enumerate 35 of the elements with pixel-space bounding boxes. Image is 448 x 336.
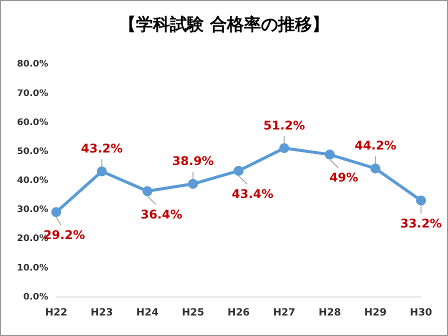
x-tick-label: H23 bbox=[90, 308, 113, 319]
point bbox=[234, 166, 244, 176]
x-tick-label: H29 bbox=[364, 308, 387, 319]
data-label: 49% bbox=[329, 170, 358, 185]
y-tick-label: 0.0% bbox=[23, 292, 48, 302]
x-tick-label: H28 bbox=[318, 308, 341, 319]
chart-title: 【学科試験 合格率の推移】 bbox=[118, 14, 330, 36]
y-tick-label: 70.0% bbox=[16, 88, 48, 99]
point bbox=[142, 186, 152, 196]
point bbox=[370, 163, 380, 174]
point bbox=[51, 207, 62, 218]
y-tick-label: 30.0% bbox=[16, 205, 48, 216]
point bbox=[96, 166, 107, 176]
point bbox=[324, 150, 335, 160]
x-tick-label: H30 bbox=[410, 308, 432, 319]
point bbox=[416, 195, 426, 206]
x-tick-label: H22 bbox=[45, 308, 68, 319]
y-tick-label: 60.0% bbox=[16, 118, 48, 128]
data-label: 43.2% bbox=[81, 142, 123, 156]
x-tick-label: H24 bbox=[136, 308, 159, 319]
data-label: 38.9% bbox=[172, 154, 214, 168]
x-tick-label: H26 bbox=[227, 308, 250, 319]
y-tick-label: 40.0% bbox=[16, 176, 48, 186]
y-tick-label: 10.0% bbox=[16, 263, 48, 274]
data-label: 44.2% bbox=[354, 138, 396, 153]
data-label: 51.2% bbox=[263, 118, 306, 132]
data-label: 36.4% bbox=[140, 207, 182, 222]
y-tick-label: 80.0% bbox=[16, 60, 48, 70]
point bbox=[279, 143, 290, 154]
point bbox=[188, 178, 198, 189]
y-tick-label: 50.0% bbox=[16, 146, 48, 157]
x-tick-label: H27 bbox=[273, 308, 296, 319]
x-tick-label: H25 bbox=[182, 308, 204, 319]
data-label: 43.4% bbox=[232, 186, 274, 201]
data-label: 33.2% bbox=[400, 216, 442, 231]
